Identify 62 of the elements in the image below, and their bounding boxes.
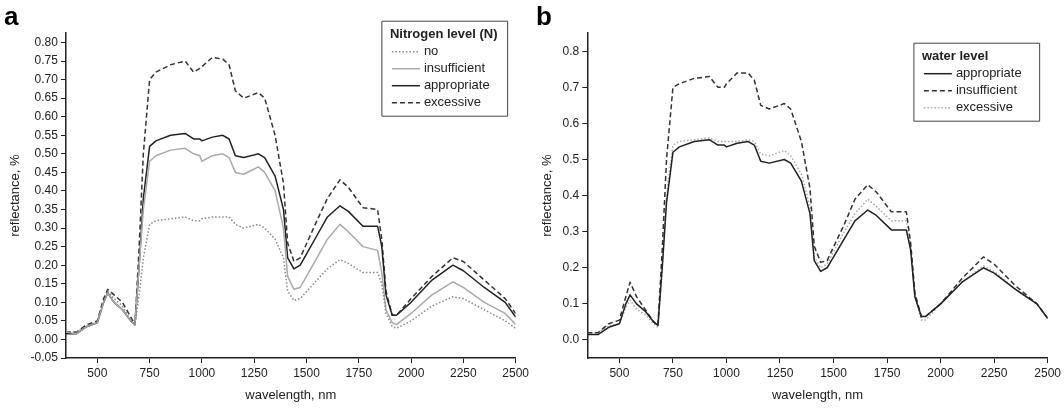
- x-tick-label: 1250: [240, 365, 268, 380]
- y-tick-label: 0.10: [34, 294, 59, 309]
- x-tick-label: 500: [87, 365, 108, 380]
- y-tick-label: 0.7: [562, 79, 580, 94]
- x-tick-label: 1750: [873, 365, 901, 380]
- x-tick-label: 1750: [345, 365, 373, 380]
- legend-label: excessive: [423, 94, 481, 110]
- y-tick-label: 0.15: [34, 276, 59, 291]
- chart-title: b: [536, 0, 552, 31]
- y-tick-label: 0.50: [34, 146, 59, 161]
- legend-label: no: [423, 43, 439, 59]
- legend-label: excessive: [955, 99, 1013, 115]
- x-tick-label: 1500: [293, 365, 321, 380]
- x-tick-label: 2500: [1034, 365, 1062, 380]
- y-tick-label: 0.8: [562, 43, 580, 58]
- y-axis-title: reflectance, %: [539, 153, 555, 237]
- y-tick-label: 0.05: [34, 313, 59, 328]
- x-tick-label: 1250: [766, 365, 794, 380]
- y-tick-label: 0.45: [34, 164, 59, 179]
- x-tick-label: 2000: [397, 365, 425, 380]
- x-tick-label: 1000: [188, 365, 216, 380]
- y-tick-label: 0.1: [562, 296, 580, 311]
- x-axis-title: wavelength, nm: [244, 386, 337, 402]
- x-tick-label: 1000: [713, 365, 741, 380]
- y-tick-label: 0.80: [34, 34, 59, 49]
- legend-label: appropriate: [423, 77, 490, 93]
- y-tick-label: 0.25: [34, 238, 59, 253]
- y-tick-label: 0.60: [34, 109, 59, 124]
- x-tick-label: 500: [609, 365, 630, 380]
- legend-title: water level: [920, 48, 989, 64]
- x-axis-title: wavelength, nm: [770, 386, 863, 402]
- line-series: [65, 216, 516, 333]
- y-axis-title: reflectance, %: [7, 153, 23, 237]
- y-tick-label: 0.5: [562, 151, 580, 166]
- y-tick-label: 0.75: [34, 53, 59, 68]
- y-tick-label: 0.55: [34, 127, 59, 142]
- y-tick-label: 0.00: [34, 331, 59, 346]
- y-tick-label: 0.30: [34, 220, 59, 235]
- legend-label: insufficient: [423, 60, 486, 76]
- y-tick-label: 0.0: [562, 332, 580, 347]
- x-tick-label: 1500: [820, 365, 848, 380]
- x-tick-label: 750: [139, 365, 160, 380]
- y-tick-label: -0.05: [30, 350, 59, 365]
- y-tick-label: 0.70: [34, 71, 59, 86]
- x-tick-label: 2500: [502, 365, 530, 380]
- chart-title: a: [4, 0, 19, 31]
- y-tick-label: 0.65: [34, 90, 59, 105]
- x-tick-label: 2000: [927, 365, 955, 380]
- y-tick-label: 0.4: [562, 187, 580, 202]
- x-tick-label: 750: [662, 365, 684, 380]
- legend-label: insufficient: [955, 82, 1018, 98]
- x-tick-label: 2250: [450, 365, 478, 380]
- legend-title: Nitrogen level (N): [389, 26, 498, 42]
- legend-label: appropriate: [955, 65, 1022, 81]
- y-tick-label: 0.2: [562, 260, 580, 275]
- y-tick-label: 0.40: [34, 183, 59, 198]
- y-tick-label: 0.35: [34, 201, 59, 216]
- y-tick-label: 0.3: [562, 224, 580, 238]
- y-tick-label: 0.20: [34, 257, 59, 272]
- line-series: [65, 56, 516, 333]
- x-tick-label: 2250: [980, 365, 1008, 380]
- y-tick-label: 0.6: [562, 115, 580, 130]
